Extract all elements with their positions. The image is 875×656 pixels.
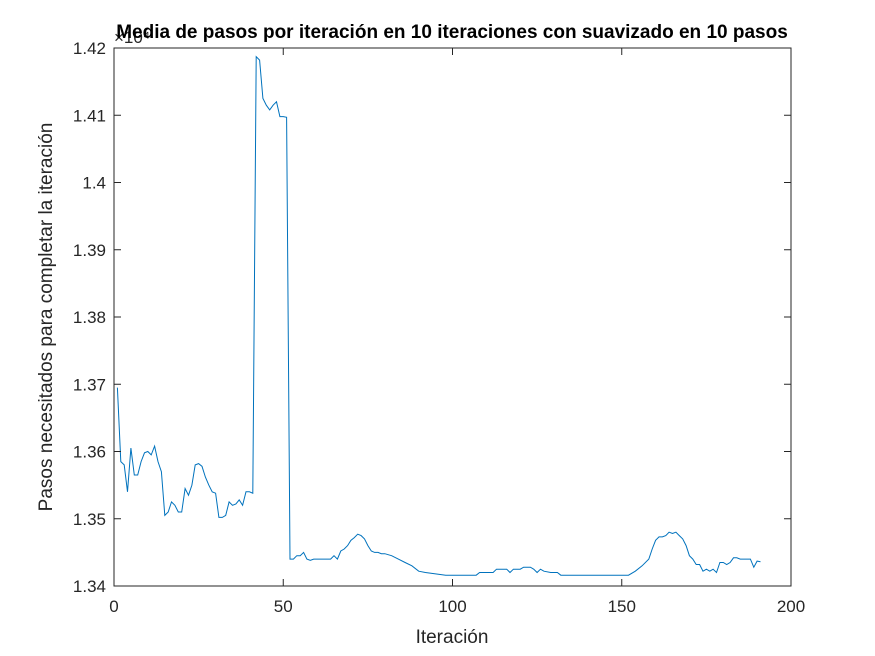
series-layer (116, 55, 761, 576)
y-ticks: 1.34 1.35 1.36 1.37 1.38 1.39 1.4 1.41 1.42 (73, 39, 791, 596)
y-tick-label: 1.41 (73, 106, 106, 125)
y-tick-label: 1.34 (73, 577, 106, 596)
y-tick-label: 1.39 (73, 241, 106, 260)
y-tick-label: 1.4 (82, 174, 106, 193)
y-exponent-label: ×10⁴ (114, 28, 150, 47)
y-tick-label: 1.35 (73, 510, 106, 529)
y-axis-label: Pasos necesitados para completar la iter… (36, 123, 57, 512)
series-line-0 (116, 55, 761, 576)
x-tick-label: 100 (438, 597, 466, 616)
y-tick-label: 1.38 (73, 308, 106, 327)
chart-title: Media de pasos por iteración en 10 itera… (116, 22, 788, 43)
x-tick-label: 0 (109, 597, 118, 616)
x-tick-label: 200 (777, 597, 805, 616)
y-tick-label: 1.37 (73, 375, 106, 394)
x-tick-label: 150 (608, 597, 636, 616)
x-axis-label: Iteración (416, 627, 489, 648)
x-ticks: 0 50 100 150 200 (109, 48, 805, 616)
y-tick-label: 1.36 (73, 443, 106, 462)
y-tick-label: 1.42 (73, 39, 106, 58)
x-tick-label: 50 (274, 597, 293, 616)
plot-area (114, 48, 791, 586)
